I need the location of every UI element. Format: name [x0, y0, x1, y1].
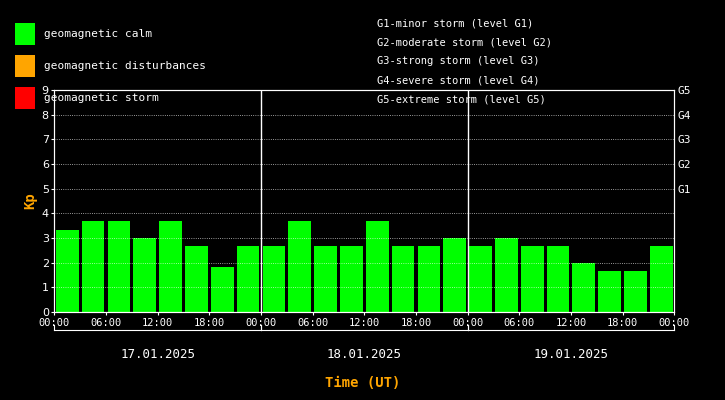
Bar [624, 271, 647, 312]
Bar [211, 267, 233, 312]
Text: G4-severe storm (level G4): G4-severe storm (level G4) [377, 76, 539, 86]
Bar [521, 246, 544, 312]
Bar [495, 238, 518, 312]
Bar [444, 238, 466, 312]
Bar [366, 222, 389, 312]
Text: geomagnetic storm: geomagnetic storm [44, 93, 158, 103]
Bar [547, 246, 569, 312]
Text: Time (UT): Time (UT) [325, 376, 400, 390]
Text: 19.01.2025: 19.01.2025 [534, 348, 608, 360]
Bar [56, 230, 78, 312]
Text: geomagnetic disturbances: geomagnetic disturbances [44, 61, 205, 71]
Bar [133, 238, 156, 312]
Bar [469, 246, 492, 312]
Bar [289, 222, 311, 312]
Bar [598, 271, 621, 312]
Text: G1-minor storm (level G1): G1-minor storm (level G1) [377, 18, 534, 28]
Bar [160, 222, 182, 312]
Text: 18.01.2025: 18.01.2025 [327, 348, 402, 360]
Bar [650, 246, 673, 312]
Text: geomagnetic calm: geomagnetic calm [44, 29, 152, 39]
Text: G5-extreme storm (level G5): G5-extreme storm (level G5) [377, 95, 546, 105]
Bar [107, 222, 130, 312]
Bar [82, 222, 104, 312]
Bar [237, 246, 260, 312]
Bar [418, 246, 440, 312]
Bar [573, 263, 595, 312]
Text: G3-strong storm (level G3): G3-strong storm (level G3) [377, 56, 539, 66]
Text: 17.01.2025: 17.01.2025 [120, 348, 195, 360]
Bar [185, 246, 208, 312]
Bar [262, 246, 285, 312]
Bar [314, 246, 337, 312]
Bar [392, 246, 415, 312]
Bar [340, 246, 362, 312]
Y-axis label: Kp: Kp [23, 193, 38, 209]
Text: G2-moderate storm (level G2): G2-moderate storm (level G2) [377, 37, 552, 47]
